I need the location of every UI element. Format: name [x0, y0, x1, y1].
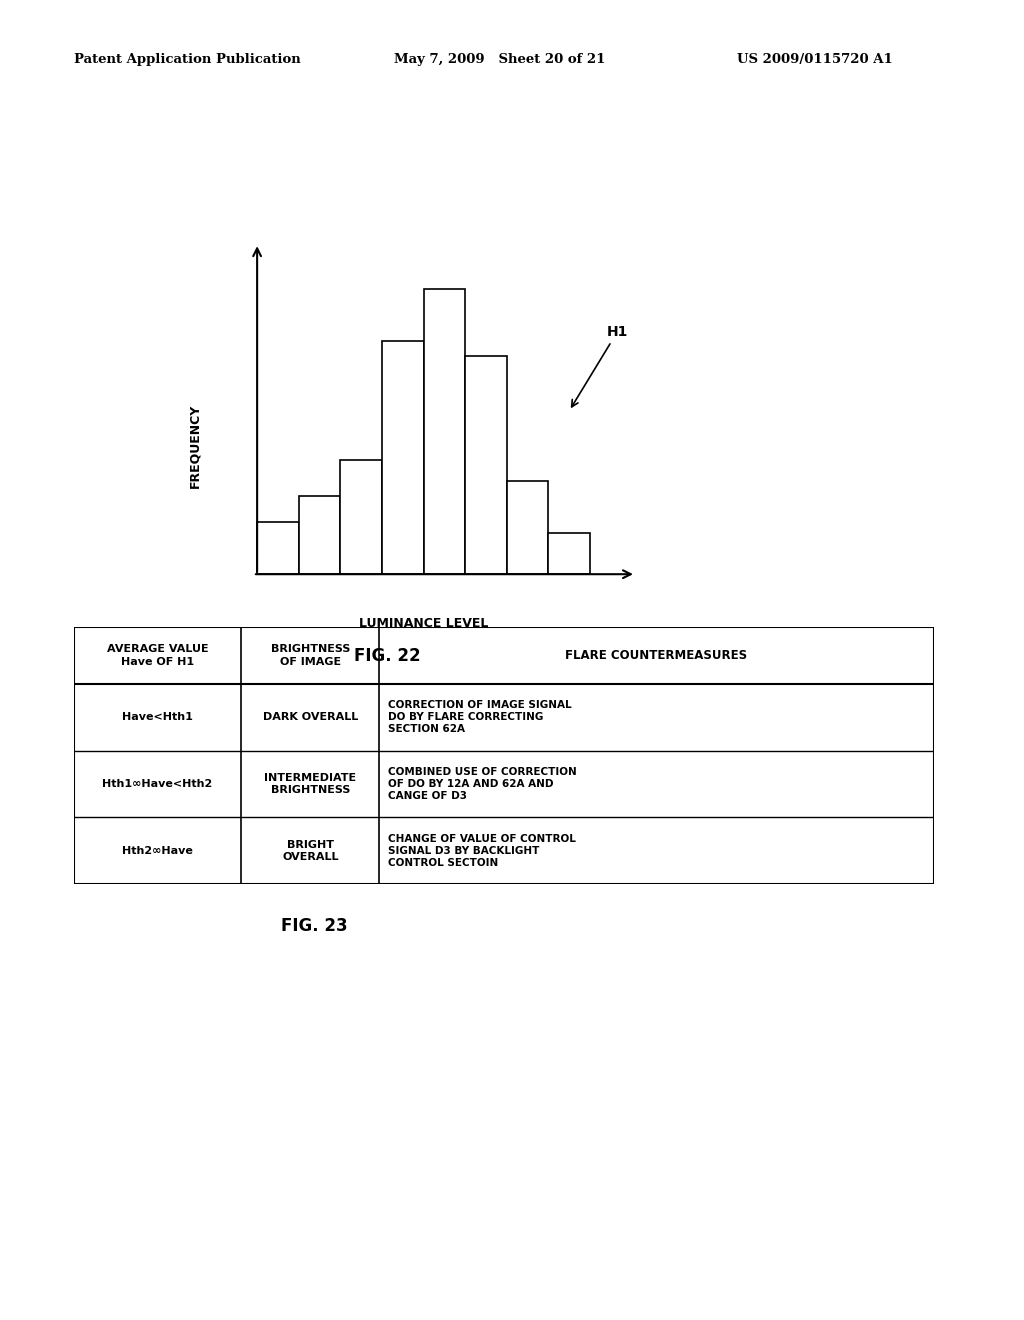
Text: Hth1∞Have<Hth2: Hth1∞Have<Hth2 [102, 779, 213, 789]
Text: May 7, 2009   Sheet 20 of 21: May 7, 2009 Sheet 20 of 21 [394, 53, 605, 66]
Text: COMBINED USE OF CORRECTION
OF DO BY 12A AND 62A AND
CANGE OF D3: COMBINED USE OF CORRECTION OF DO BY 12A … [388, 767, 577, 801]
Text: FLARE COUNTERMEASURES: FLARE COUNTERMEASURES [565, 649, 748, 661]
Text: AVERAGE VALUE
Have OF H1: AVERAGE VALUE Have OF H1 [106, 644, 209, 667]
Bar [549, 533, 590, 574]
Bar [507, 480, 549, 574]
Text: INTERMEDIATE
BRIGHTNESS: INTERMEDIATE BRIGHTNESS [264, 774, 356, 795]
Bar [299, 496, 340, 574]
Bar [340, 461, 382, 574]
Text: FIG. 22: FIG. 22 [353, 647, 421, 665]
Text: Hth2∞Have: Hth2∞Have [122, 846, 194, 855]
Text: BRIGHTNESS
OF IMAGE: BRIGHTNESS OF IMAGE [270, 644, 350, 667]
Text: H1: H1 [571, 325, 628, 407]
Text: LUMINANCE LEVEL: LUMINANCE LEVEL [358, 616, 488, 630]
Text: Have<Hth1: Have<Hth1 [122, 711, 194, 722]
Text: DARK OVERALL: DARK OVERALL [262, 711, 358, 722]
Text: CHANGE OF VALUE OF CONTROL
SIGNAL D3 BY BACKLIGHT
CONTROL SECTOIN: CHANGE OF VALUE OF CONTROL SIGNAL D3 BY … [388, 833, 575, 869]
Bar [424, 289, 465, 574]
Bar [465, 356, 507, 574]
Text: Patent Application Publication: Patent Application Publication [74, 53, 300, 66]
Bar [382, 341, 424, 574]
Text: FIG. 23: FIG. 23 [282, 917, 348, 936]
Text: CORRECTION OF IMAGE SIGNAL
DO BY FLARE CORRECTING
SECTION 62A: CORRECTION OF IMAGE SIGNAL DO BY FLARE C… [388, 700, 571, 734]
Text: FREQUENCY: FREQUENCY [188, 404, 201, 488]
Text: US 2009/0115720 A1: US 2009/0115720 A1 [737, 53, 893, 66]
Bar [257, 523, 299, 574]
Text: BRIGHT
OVERALL: BRIGHT OVERALL [282, 840, 339, 862]
